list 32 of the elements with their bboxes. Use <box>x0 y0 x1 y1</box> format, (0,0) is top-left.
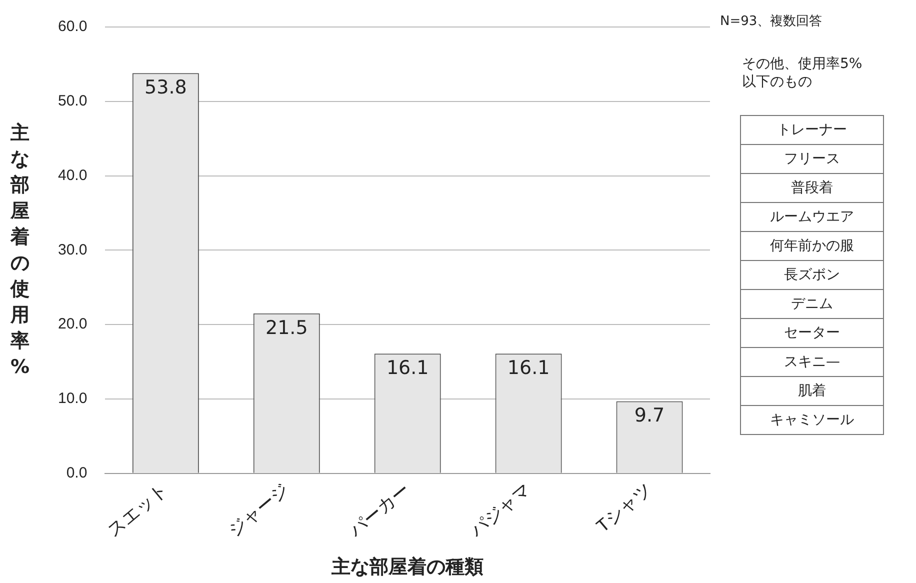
x-tick-label: スエット <box>103 479 172 541</box>
text: ルームウエア <box>740 202 884 232</box>
text: スキニ— <box>740 348 884 376</box>
x-tick-label: パーカー <box>344 479 414 542</box>
x-tick-label: Tシャツ <box>592 479 656 536</box>
text: 主な部屋着の使用率% <box>10 122 30 378</box>
data-label: 21.5 <box>265 316 308 339</box>
text: N=93、複数回答 <box>720 13 822 30</box>
x-tick-label: パジャマ <box>466 479 534 542</box>
text: 肌着 <box>740 376 884 406</box>
text: 普段着 <box>740 174 884 202</box>
y-tick-label: 0.0 <box>66 464 88 482</box>
y-tick-label: 30.0 <box>58 241 88 258</box>
text: その他、使用率5%以下のもの <box>742 55 864 91</box>
data-label: 16.1 <box>386 357 429 380</box>
y-tick-label: 60.0 <box>58 18 88 36</box>
y-tick-label: 40.0 <box>58 166 88 184</box>
text: フリース <box>740 144 884 174</box>
y-tick-label: 50.0 <box>58 92 88 110</box>
text: デニム <box>740 290 884 318</box>
x-tick-label: ジャージ <box>224 479 292 541</box>
data-label: 16.1 <box>507 357 550 380</box>
text: 何年前かの服 <box>740 232 884 260</box>
x-axis-title: 主な部屋着の種類 <box>330 556 484 578</box>
data-label: 9.7 <box>634 404 665 427</box>
text: セーター <box>740 318 884 348</box>
text: キャミソール <box>740 406 884 434</box>
y-tick-label: 10.0 <box>58 390 88 408</box>
text: 長ズボン <box>740 260 884 290</box>
data-label: 53.8 <box>144 76 187 99</box>
text: トレーナー <box>740 116 884 144</box>
y-tick-label: 20.0 <box>58 316 88 333</box>
